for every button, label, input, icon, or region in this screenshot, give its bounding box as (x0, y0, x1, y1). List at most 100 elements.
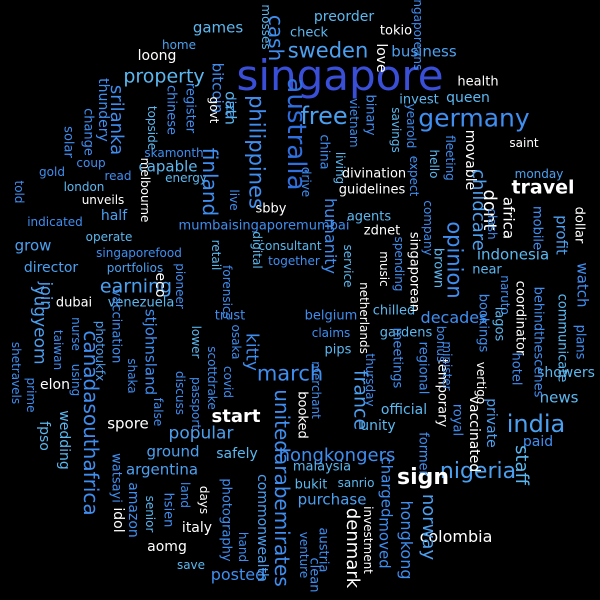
word: business (391, 42, 457, 61)
word: charged (377, 456, 396, 518)
word: start (211, 406, 261, 427)
word: booked (294, 391, 310, 439)
word: scottdrake (205, 346, 219, 410)
word: london (63, 180, 105, 194)
word: indicated (27, 215, 83, 229)
word: lower (189, 325, 203, 359)
word: norway (418, 493, 439, 561)
word: tokio (379, 23, 413, 39)
word: lagos (491, 306, 507, 342)
word: portfolios (106, 261, 164, 275)
word: register (182, 82, 198, 134)
word: stjohnsland (141, 308, 160, 396)
word: chinese (163, 84, 179, 136)
word: humanity (321, 198, 340, 274)
word: grow (14, 236, 52, 255)
word: hongkongers (278, 445, 396, 466)
word: energy (165, 171, 207, 185)
word: purchase (297, 490, 367, 509)
word: march (256, 361, 324, 386)
word: trust (214, 308, 246, 324)
word: decades (420, 308, 488, 327)
word: hsien (160, 492, 176, 528)
word: amazon (125, 482, 141, 538)
word: opinion (442, 221, 467, 299)
word: saint (509, 136, 539, 150)
word: safely (216, 446, 258, 462)
word: digital (250, 231, 264, 269)
word: photography (218, 478, 234, 562)
word: pips (324, 342, 352, 358)
word: home (161, 38, 197, 52)
word: service (341, 244, 355, 288)
word: check (289, 25, 329, 41)
word: sweden (287, 38, 369, 63)
word: senior (143, 495, 157, 533)
word: unitedarabemirates (270, 389, 294, 587)
word: spore (107, 414, 149, 433)
word: thursday (363, 353, 377, 407)
word: mosses (259, 4, 273, 50)
word: paid (522, 434, 554, 450)
word: love (373, 43, 389, 73)
word: spending (392, 236, 406, 292)
word: ground (146, 442, 200, 461)
word: dollar (571, 206, 587, 244)
word: passport (189, 376, 203, 430)
word: yearold (404, 103, 418, 149)
word: elon (40, 377, 70, 393)
word: bookings (475, 293, 491, 353)
word: gardens (379, 325, 433, 341)
word: skamonth (144, 146, 204, 160)
word: singapore (236, 51, 444, 100)
word: together (268, 254, 320, 268)
word: operate (85, 230, 133, 244)
word: nigeria (439, 459, 517, 484)
word: read (104, 169, 132, 183)
word: taiwan (51, 329, 65, 371)
word: free (300, 102, 348, 130)
word: consultant (258, 239, 322, 253)
word: hand (236, 531, 250, 563)
word: finland (198, 147, 222, 217)
word: binary (362, 94, 378, 136)
word: loong (137, 48, 177, 64)
word: indonesia (476, 245, 550, 264)
word: staff (511, 445, 532, 485)
word: preorder (313, 9, 375, 25)
word: denmark (342, 507, 363, 589)
word: argentina (125, 460, 199, 479)
word: bukit (294, 477, 328, 493)
word: watsayi (108, 453, 124, 503)
word: covid (221, 366, 235, 398)
word: save (176, 558, 206, 572)
word: merchant (309, 361, 323, 419)
word: news (539, 388, 579, 407)
word: india (506, 410, 566, 438)
word: photoukfx (93, 320, 107, 382)
word: hello (427, 149, 441, 179)
word: liza (222, 96, 238, 120)
word: china (316, 134, 332, 170)
word: live (227, 189, 241, 211)
word: clean (306, 557, 322, 593)
word: idol (110, 507, 126, 533)
word: melbourne (138, 157, 152, 223)
word: divination (341, 166, 407, 182)
word: property (123, 65, 205, 88)
word: queen (446, 90, 490, 106)
word: osaka (229, 324, 243, 360)
word: mobile (529, 205, 545, 251)
word: agents (346, 209, 392, 225)
word: aomg (147, 539, 187, 555)
word: colombia (419, 527, 493, 546)
word: communicate (554, 293, 570, 383)
word: watch (573, 262, 592, 308)
word: popular (168, 423, 234, 444)
word: govt (207, 96, 221, 124)
word: unity (360, 418, 396, 434)
word: singaporean (406, 231, 422, 313)
word: bonus (434, 325, 448, 363)
word: earning (99, 275, 173, 298)
